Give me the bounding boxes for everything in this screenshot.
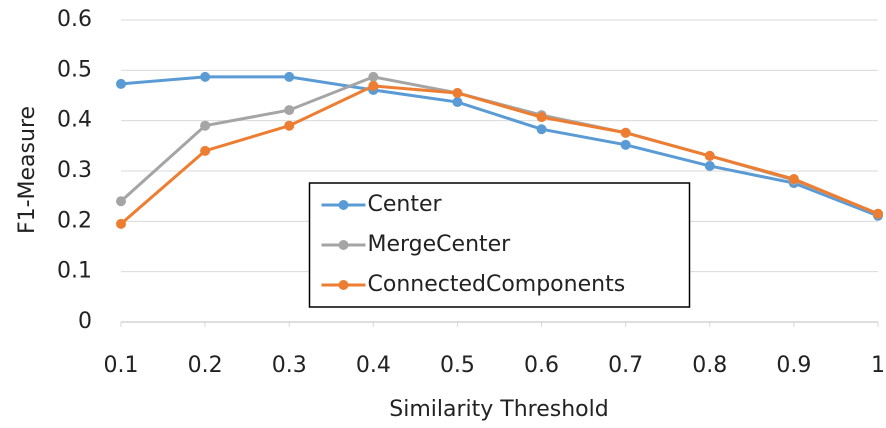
x-tick-label: 0.1	[104, 353, 139, 378]
data-point	[284, 105, 295, 116]
legend-marker	[338, 280, 349, 290]
x-tick-label: 0.4	[356, 353, 391, 378]
data-point	[788, 174, 799, 185]
y-axis-label: F1-Measure	[15, 106, 40, 234]
legend-marker	[338, 240, 349, 250]
x-tick-label: 0.6	[524, 353, 559, 378]
data-point	[116, 196, 126, 207]
legend-label: ConnectedComponents	[368, 272, 626, 297]
legend-label: MergeCenter	[368, 232, 512, 257]
data-point	[116, 218, 126, 229]
data-point	[536, 112, 547, 123]
data-point	[284, 71, 295, 82]
data-point	[200, 120, 211, 131]
y-tick-label: 0.6	[57, 7, 92, 32]
x-axis-label: Similarity Threshold	[389, 397, 608, 422]
legend-box	[308, 182, 691, 308]
data-point	[620, 139, 631, 150]
y-tick-label: 0.2	[57, 208, 92, 233]
y-tick-label: 0.5	[57, 57, 92, 82]
x-tick-label: 1	[871, 353, 885, 378]
data-point	[452, 97, 463, 108]
x-tick-label: 0.3	[272, 353, 307, 378]
data-point	[704, 160, 715, 171]
series-line	[120, 84, 879, 225]
x-tick-label: 0.8	[692, 353, 727, 378]
x-tick-label: 0.2	[188, 353, 223, 378]
series-line	[120, 75, 879, 218]
y-tick-label: 0.3	[57, 158, 92, 183]
data-point	[873, 208, 883, 219]
x-tick-label: 0.9	[776, 353, 811, 378]
data-point	[284, 120, 295, 131]
data-point	[200, 145, 211, 156]
data-point	[368, 71, 379, 82]
data-point	[452, 87, 463, 98]
data-point	[704, 150, 715, 161]
y-tick-label: 0.1	[57, 259, 92, 284]
data-point	[536, 124, 547, 135]
data-point	[620, 127, 631, 138]
y-tick-label: 0.4	[57, 108, 92, 133]
x-tick-label: 0.7	[608, 353, 643, 378]
y-tick-label: 0	[78, 309, 92, 334]
legend-label: Center	[368, 192, 443, 217]
data-point	[116, 78, 126, 89]
x-tick-label: 0.5	[440, 353, 475, 378]
data-point	[368, 80, 379, 91]
legend-marker	[338, 200, 349, 210]
data-point	[200, 71, 211, 82]
